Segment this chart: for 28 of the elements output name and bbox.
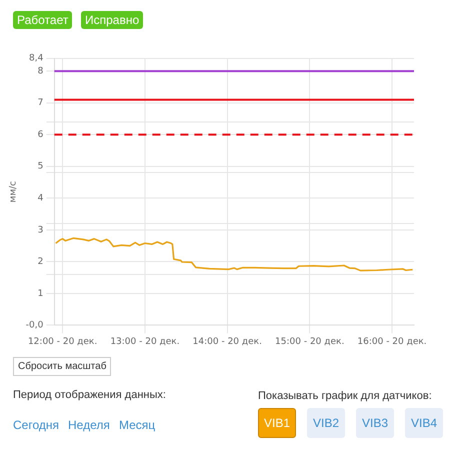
y-tick-label: 2 [38,257,44,268]
y-axis-title: мм/с [8,180,19,203]
y-tick-label: 1 [38,288,44,299]
y-tick-label: 8 [38,66,44,76]
y-tick-label: 7 [38,98,44,108]
y-tick-label: 6 [38,130,44,140]
text: Сегодня [13,418,59,432]
status-badge: Работает [13,11,72,29]
y-tick-label: 4 [38,193,44,204]
y-tick-label: 8,4 [29,54,44,64]
x-tick-label: 15:00 - 20 дек. [275,336,344,347]
sensor-button: VIB3 [356,408,394,438]
x-tick-label: 14:00 - 20 дек. [192,336,262,347]
sensor-button: VIB4 [405,408,443,438]
y-tick-label: 5 [38,162,44,172]
x-tick-label: 16:00 - 20 дек. [357,336,427,347]
reset-button: Сбросить масштаб [13,357,112,376]
text: Показывать график для датчиков: [258,390,432,402]
sensor-button: VIB1 [258,408,296,438]
text: Период отображения данных: [13,389,166,401]
sensor-button: VIB2 [307,408,345,438]
text: Неделя [68,418,110,432]
status-badge: Исправно [81,11,144,29]
text: Месяц [119,418,156,432]
x-tick-label: 12:00 - 20 дек. [28,336,98,347]
x-tick-label: 13:00 - 20 дек. [110,336,180,347]
y-tick-label: 3 [38,225,44,236]
y-tick-label: -0,0 [26,320,44,331]
